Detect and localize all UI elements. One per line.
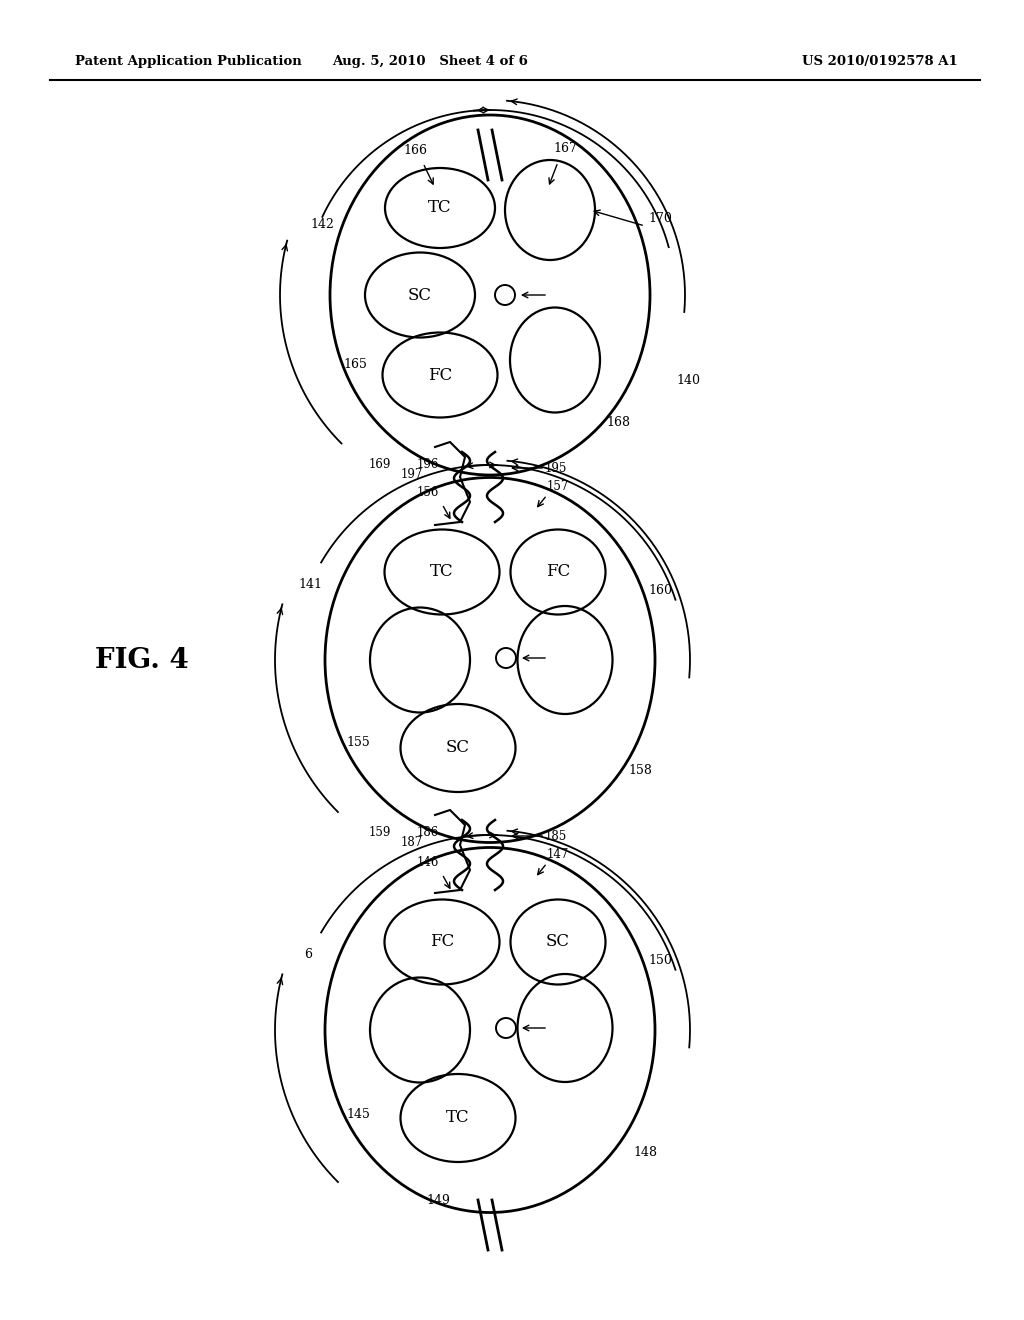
Text: 156: 156 xyxy=(417,486,439,499)
Text: 168: 168 xyxy=(606,416,630,429)
Text: 140: 140 xyxy=(676,374,700,387)
Text: 169: 169 xyxy=(369,458,391,471)
Text: 145: 145 xyxy=(346,1109,370,1122)
Text: 195: 195 xyxy=(545,462,567,474)
Text: 166: 166 xyxy=(403,144,427,157)
Text: 187: 187 xyxy=(400,836,423,849)
Text: US 2010/0192578 A1: US 2010/0192578 A1 xyxy=(802,55,957,69)
Text: 196: 196 xyxy=(417,458,439,471)
Text: FC: FC xyxy=(430,933,454,950)
Text: SC: SC xyxy=(408,286,432,304)
Text: 148: 148 xyxy=(633,1146,657,1159)
Text: 6: 6 xyxy=(304,949,312,961)
Text: FIG. 4: FIG. 4 xyxy=(95,647,188,673)
Text: 160: 160 xyxy=(648,583,672,597)
Text: 147: 147 xyxy=(547,849,569,862)
Text: 158: 158 xyxy=(628,763,652,776)
Text: TC: TC xyxy=(446,1110,470,1126)
Text: SC: SC xyxy=(546,933,570,950)
Text: TC: TC xyxy=(430,564,454,581)
Text: 167: 167 xyxy=(553,141,577,154)
Text: 157: 157 xyxy=(547,480,569,494)
Text: 170: 170 xyxy=(648,211,672,224)
Text: 141: 141 xyxy=(298,578,322,591)
Text: 149: 149 xyxy=(426,1193,450,1206)
Text: Aug. 5, 2010   Sheet 4 of 6: Aug. 5, 2010 Sheet 4 of 6 xyxy=(332,55,528,69)
Text: 146: 146 xyxy=(417,855,439,869)
Text: 186: 186 xyxy=(417,826,439,840)
Text: FC: FC xyxy=(428,367,453,384)
Text: 159: 159 xyxy=(369,826,391,840)
Text: SC: SC xyxy=(446,739,470,756)
Text: 165: 165 xyxy=(343,359,367,371)
Text: 197: 197 xyxy=(400,467,423,480)
Text: 150: 150 xyxy=(648,953,672,966)
Text: 142: 142 xyxy=(310,219,334,231)
Text: Patent Application Publication: Patent Application Publication xyxy=(75,55,302,69)
Text: FC: FC xyxy=(546,564,570,581)
Text: 185: 185 xyxy=(545,829,567,842)
Text: 155: 155 xyxy=(346,735,370,748)
Text: TC: TC xyxy=(428,199,452,216)
